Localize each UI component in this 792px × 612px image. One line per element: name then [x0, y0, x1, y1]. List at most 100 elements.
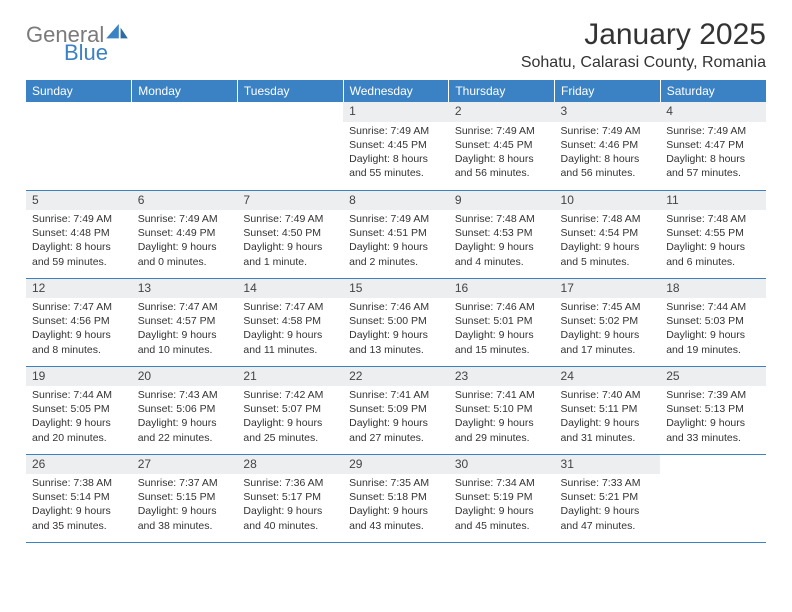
day-details: Sunrise: 7:43 AMSunset: 5:06 PMDaylight:… — [132, 386, 238, 449]
sunrise-line: Sunrise: 7:42 AM — [243, 388, 337, 402]
sunrise-line: Sunrise: 7:40 AM — [561, 388, 655, 402]
day-details: Sunrise: 7:49 AMSunset: 4:45 PMDaylight:… — [449, 122, 555, 185]
sunset-line: Sunset: 4:53 PM — [455, 226, 549, 240]
sunset-line: Sunset: 5:17 PM — [243, 490, 337, 504]
calendar-cell: 1Sunrise: 7:49 AMSunset: 4:45 PMDaylight… — [343, 102, 449, 190]
daylight-line: and 59 minutes. — [32, 255, 126, 269]
daylight-line: and 17 minutes. — [561, 343, 655, 357]
daylight-line: Daylight: 8 hours — [455, 152, 549, 166]
daylight-line: and 56 minutes. — [561, 166, 655, 180]
calendar-cell: 27Sunrise: 7:37 AMSunset: 5:15 PMDayligh… — [132, 454, 238, 542]
sunset-line: Sunset: 5:05 PM — [32, 402, 126, 416]
sunset-line: Sunset: 4:48 PM — [32, 226, 126, 240]
day-number: 27 — [132, 455, 238, 475]
daylight-line: Daylight: 9 hours — [349, 504, 443, 518]
daylight-line: and 2 minutes. — [349, 255, 443, 269]
daylight-line: and 45 minutes. — [455, 519, 549, 533]
daylight-line: and 10 minutes. — [138, 343, 232, 357]
day-details: Sunrise: 7:42 AMSunset: 5:07 PMDaylight:… — [237, 386, 343, 449]
daylight-line: Daylight: 9 hours — [561, 328, 655, 342]
day-details: Sunrise: 7:36 AMSunset: 5:17 PMDaylight:… — [237, 474, 343, 537]
day-number: 18 — [660, 279, 766, 299]
calendar-cell — [26, 102, 132, 190]
title-block: January 2025 Sohatu, Calarasi County, Ro… — [521, 18, 766, 72]
calendar-cell: 22Sunrise: 7:41 AMSunset: 5:09 PMDayligh… — [343, 366, 449, 454]
daylight-line: and 11 minutes. — [243, 343, 337, 357]
day-number: 19 — [26, 367, 132, 387]
day-details: Sunrise: 7:49 AMSunset: 4:48 PMDaylight:… — [26, 210, 132, 273]
sunrise-line: Sunrise: 7:49 AM — [561, 124, 655, 138]
sunset-line: Sunset: 4:45 PM — [455, 138, 549, 152]
day-number: 8 — [343, 191, 449, 211]
day-details: Sunrise: 7:47 AMSunset: 4:56 PMDaylight:… — [26, 298, 132, 361]
daylight-line: Daylight: 9 hours — [455, 240, 549, 254]
sunrise-line: Sunrise: 7:47 AM — [138, 300, 232, 314]
daylight-line: Daylight: 9 hours — [666, 328, 760, 342]
day-details: Sunrise: 7:35 AMSunset: 5:18 PMDaylight:… — [343, 474, 449, 537]
daylight-line: and 15 minutes. — [455, 343, 549, 357]
sunset-line: Sunset: 5:19 PM — [455, 490, 549, 504]
daylight-line: and 4 minutes. — [455, 255, 549, 269]
day-number: 30 — [449, 455, 555, 475]
sunset-line: Sunset: 5:10 PM — [455, 402, 549, 416]
calendar-cell: 4Sunrise: 7:49 AMSunset: 4:47 PMDaylight… — [660, 102, 766, 190]
daylight-line: and 27 minutes. — [349, 431, 443, 445]
day-number: 28 — [237, 455, 343, 475]
daylight-line: Daylight: 8 hours — [32, 240, 126, 254]
calendar-cell: 10Sunrise: 7:48 AMSunset: 4:54 PMDayligh… — [555, 190, 661, 278]
sunrise-line: Sunrise: 7:34 AM — [455, 476, 549, 490]
day-number: 13 — [132, 279, 238, 299]
calendar-cell: 9Sunrise: 7:48 AMSunset: 4:53 PMDaylight… — [449, 190, 555, 278]
calendar-cell: 30Sunrise: 7:34 AMSunset: 5:19 PMDayligh… — [449, 454, 555, 542]
sunrise-line: Sunrise: 7:48 AM — [455, 212, 549, 226]
calendar-week-row: 5Sunrise: 7:49 AMSunset: 4:48 PMDaylight… — [26, 190, 766, 278]
calendar-week-row: 19Sunrise: 7:44 AMSunset: 5:05 PMDayligh… — [26, 366, 766, 454]
daylight-line: and 56 minutes. — [455, 166, 549, 180]
day-details: Sunrise: 7:40 AMSunset: 5:11 PMDaylight:… — [555, 386, 661, 449]
day-details: Sunrise: 7:39 AMSunset: 5:13 PMDaylight:… — [660, 386, 766, 449]
weekday-thursday: Thursday — [449, 80, 555, 102]
sunset-line: Sunset: 5:13 PM — [666, 402, 760, 416]
daylight-line: Daylight: 8 hours — [561, 152, 655, 166]
day-details: Sunrise: 7:49 AMSunset: 4:49 PMDaylight:… — [132, 210, 238, 273]
daylight-line: Daylight: 9 hours — [243, 328, 337, 342]
daylight-line: and 25 minutes. — [243, 431, 337, 445]
day-number: 2 — [449, 102, 555, 122]
day-details: Sunrise: 7:49 AMSunset: 4:46 PMDaylight:… — [555, 122, 661, 185]
sunrise-line: Sunrise: 7:46 AM — [455, 300, 549, 314]
day-number: 4 — [660, 102, 766, 122]
daylight-line: and 8 minutes. — [32, 343, 126, 357]
daylight-line: Daylight: 9 hours — [138, 240, 232, 254]
sunrise-line: Sunrise: 7:49 AM — [666, 124, 760, 138]
daylight-line: and 5 minutes. — [561, 255, 655, 269]
day-details: Sunrise: 7:46 AMSunset: 5:01 PMDaylight:… — [449, 298, 555, 361]
daylight-line: Daylight: 9 hours — [32, 328, 126, 342]
sunrise-line: Sunrise: 7:35 AM — [349, 476, 443, 490]
day-details: Sunrise: 7:48 AMSunset: 4:54 PMDaylight:… — [555, 210, 661, 273]
calendar-cell: 26Sunrise: 7:38 AMSunset: 5:14 PMDayligh… — [26, 454, 132, 542]
sunset-line: Sunset: 4:47 PM — [666, 138, 760, 152]
weekday-sunday: Sunday — [26, 80, 132, 102]
logo-text-blue: Blue — [64, 42, 128, 64]
sunrise-line: Sunrise: 7:37 AM — [138, 476, 232, 490]
day-number: 22 — [343, 367, 449, 387]
daylight-line: Daylight: 9 hours — [243, 416, 337, 430]
day-number: 7 — [237, 191, 343, 211]
calendar-cell: 2Sunrise: 7:49 AMSunset: 4:45 PMDaylight… — [449, 102, 555, 190]
daylight-line: and 38 minutes. — [138, 519, 232, 533]
weekday-tuesday: Tuesday — [237, 80, 343, 102]
calendar-cell: 29Sunrise: 7:35 AMSunset: 5:18 PMDayligh… — [343, 454, 449, 542]
sunset-line: Sunset: 4:51 PM — [349, 226, 443, 240]
day-number: 15 — [343, 279, 449, 299]
day-number: 24 — [555, 367, 661, 387]
day-details: Sunrise: 7:47 AMSunset: 4:57 PMDaylight:… — [132, 298, 238, 361]
daylight-line: Daylight: 9 hours — [32, 416, 126, 430]
daylight-line: Daylight: 9 hours — [349, 328, 443, 342]
day-details: Sunrise: 7:44 AMSunset: 5:03 PMDaylight:… — [660, 298, 766, 361]
daylight-line: Daylight: 8 hours — [349, 152, 443, 166]
daylight-line: and 1 minute. — [243, 255, 337, 269]
sunrise-line: Sunrise: 7:49 AM — [243, 212, 337, 226]
day-number: 12 — [26, 279, 132, 299]
calendar-cell: 13Sunrise: 7:47 AMSunset: 4:57 PMDayligh… — [132, 278, 238, 366]
daylight-line: and 55 minutes. — [349, 166, 443, 180]
